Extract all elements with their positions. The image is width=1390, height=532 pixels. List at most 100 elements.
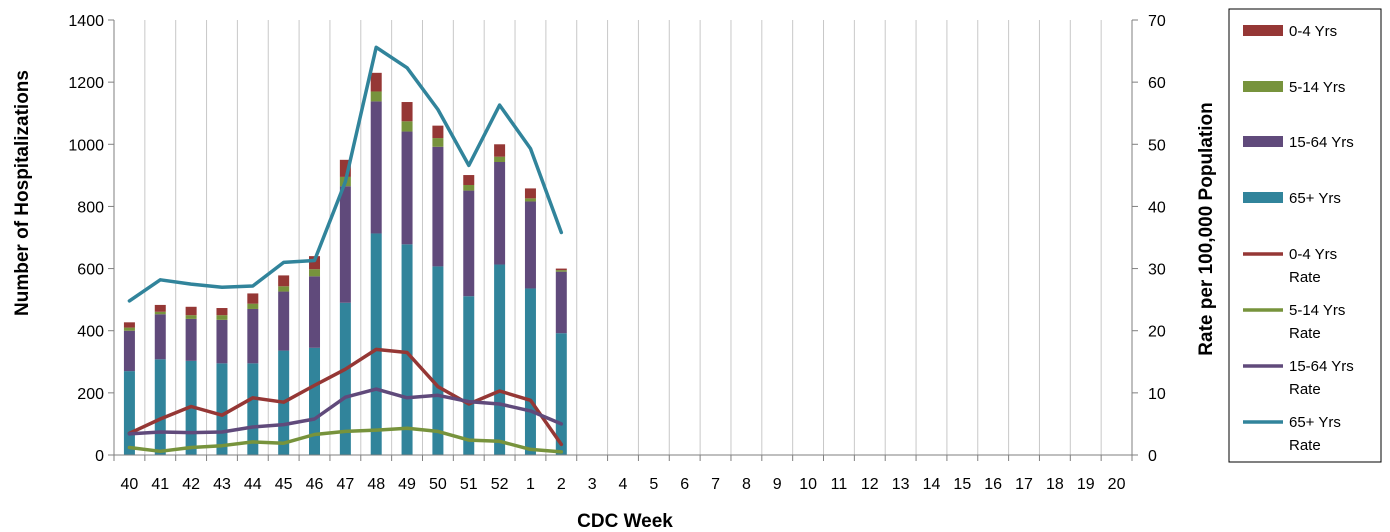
x-tick-label: 1 bbox=[526, 476, 535, 493]
bar-5-14-yrs bbox=[524, 198, 536, 202]
y-tick-label: 1400 bbox=[68, 13, 104, 30]
y-tick-label: 400 bbox=[77, 324, 104, 341]
y2-tick-label: 10 bbox=[1148, 386, 1166, 403]
bar-5-14-yrs bbox=[278, 286, 290, 292]
x-tick-label: 48 bbox=[367, 476, 385, 493]
bar-0-4-yrs bbox=[154, 304, 166, 312]
bar-65-yrs bbox=[524, 288, 536, 455]
bar-15-64-yrs bbox=[524, 201, 536, 289]
bar-65-yrs bbox=[216, 363, 228, 455]
legend-swatch bbox=[1243, 25, 1283, 36]
y2-tick-label: 0 bbox=[1148, 448, 1157, 465]
legend-label: 65+ Yrs bbox=[1289, 190, 1341, 207]
x-tick-label: 51 bbox=[460, 476, 478, 493]
bar-5-14-yrs bbox=[432, 138, 444, 147]
x-tick-label: 8 bbox=[742, 476, 751, 493]
x-tick-label: 4 bbox=[619, 476, 628, 493]
x-tick-label: 49 bbox=[398, 476, 416, 493]
x-tick-label: 47 bbox=[336, 476, 354, 493]
bar-15-64-yrs bbox=[494, 161, 506, 265]
bar-65-yrs bbox=[555, 333, 567, 455]
x-tick-label: 46 bbox=[306, 476, 324, 493]
line-65-yrs-rate bbox=[127, 45, 564, 303]
bar-15-64-yrs bbox=[555, 271, 567, 334]
x-tick-label: 3 bbox=[588, 476, 597, 493]
bar-15-64-yrs bbox=[309, 276, 321, 348]
bar-15-64-yrs bbox=[154, 314, 166, 360]
y-tick-label: 800 bbox=[77, 199, 104, 216]
x-tick-label: 15 bbox=[953, 476, 971, 493]
bar-65-yrs bbox=[154, 359, 166, 455]
x-tick-label: 20 bbox=[1108, 476, 1126, 493]
y2-axis-title: Rate per 100,000 Population bbox=[1196, 102, 1217, 355]
legend: 0-4 Yrs 5-14 Yrs 15-64 Yrs 65+ Yrs 0-4 Yrs Ra… bbox=[1228, 8, 1382, 463]
bar-0-4-yrs bbox=[463, 175, 475, 185]
bar-0-4-yrs bbox=[555, 268, 567, 271]
y2-tick-label: 70 bbox=[1148, 13, 1166, 30]
bar-5-14-yrs bbox=[401, 121, 413, 132]
y-tick-label: 1200 bbox=[68, 75, 104, 92]
bar-5-14-yrs bbox=[494, 156, 506, 162]
x-axis-ticks: 40 41 42 43 44 45 46 47 48 49 50 51 52 1 2 3 4 5 6 7 8 9 10 11 1… bbox=[113, 455, 1133, 493]
x-tick-label: 17 bbox=[1015, 476, 1033, 493]
line-5-14-yrs-rate bbox=[127, 426, 564, 454]
x-tick-label: 52 bbox=[491, 476, 509, 493]
bar-15-64-yrs bbox=[185, 318, 197, 361]
legend-label: 15-64 Yrs bbox=[1289, 358, 1354, 375]
bar-65-yrs bbox=[401, 244, 413, 455]
x-tick-label: 18 bbox=[1046, 476, 1064, 493]
bar-5-14-yrs bbox=[463, 184, 475, 191]
bar-15-64-yrs bbox=[339, 186, 351, 303]
x-tick-label: 44 bbox=[244, 476, 262, 493]
x-tick-label: 10 bbox=[799, 476, 817, 493]
x-tick-label: 16 bbox=[984, 476, 1002, 493]
x-tick-label: 5 bbox=[649, 476, 658, 493]
legend-label: 5-14 Yrs bbox=[1289, 302, 1345, 319]
bar-0-4-yrs bbox=[339, 159, 351, 177]
bar-15-64-yrs bbox=[370, 101, 382, 234]
legend-label: Rate bbox=[1289, 325, 1321, 342]
y-axis-title: Number of Hospitalizations bbox=[12, 70, 33, 316]
bar-0-4-yrs bbox=[247, 293, 259, 304]
bar-5-14-yrs bbox=[370, 91, 382, 102]
x-tick-label: 6 bbox=[680, 476, 689, 493]
bar-0-4-yrs bbox=[123, 322, 135, 328]
bar-65-yrs bbox=[247, 363, 259, 455]
bar-65-yrs bbox=[309, 347, 321, 455]
y-tick-label: 1000 bbox=[68, 137, 104, 154]
legend-swatch bbox=[1243, 136, 1283, 147]
bar-15-64-yrs bbox=[216, 319, 228, 364]
line-0-4-yrs-rate bbox=[127, 347, 564, 447]
legend-label: Rate bbox=[1289, 381, 1321, 398]
y-tick-label: 600 bbox=[77, 262, 104, 279]
bar-65-yrs bbox=[370, 233, 382, 455]
bar-5-14-yrs bbox=[123, 327, 135, 331]
y2-tick-label: 50 bbox=[1148, 137, 1166, 154]
x-tick-label: 7 bbox=[711, 476, 720, 493]
x-tick-label: 40 bbox=[121, 476, 139, 493]
legend-label: 15-64 Yrs bbox=[1289, 134, 1354, 151]
bar-0-4-yrs bbox=[370, 72, 382, 92]
y-tick-label: 0 bbox=[95, 448, 104, 465]
legend-label: 0-4 Yrs bbox=[1289, 23, 1337, 40]
bar-65-yrs bbox=[432, 266, 444, 455]
bar-5-14-yrs bbox=[185, 315, 197, 319]
x-tick-label: 43 bbox=[213, 476, 231, 493]
x-tick-label: 13 bbox=[892, 476, 910, 493]
x-tick-label: 45 bbox=[275, 476, 293, 493]
bar-5-14-yrs bbox=[555, 270, 567, 272]
x-tick-label: 42 bbox=[182, 476, 200, 493]
bar-0-4-yrs bbox=[494, 144, 506, 157]
line-15-64-yrs-rate bbox=[127, 387, 564, 436]
legend-swatch bbox=[1243, 192, 1283, 203]
y2-tick-label: 30 bbox=[1148, 262, 1166, 279]
bar-65-yrs bbox=[339, 302, 351, 455]
axes bbox=[113, 20, 1133, 456]
legend-label: Rate bbox=[1289, 269, 1321, 286]
x-axis-title: CDC Week bbox=[577, 511, 673, 532]
bar-5-14-yrs bbox=[309, 269, 321, 277]
bar-65-yrs bbox=[123, 371, 135, 455]
y-tick-label: 200 bbox=[77, 386, 104, 403]
bar-5-14-yrs bbox=[247, 303, 259, 309]
